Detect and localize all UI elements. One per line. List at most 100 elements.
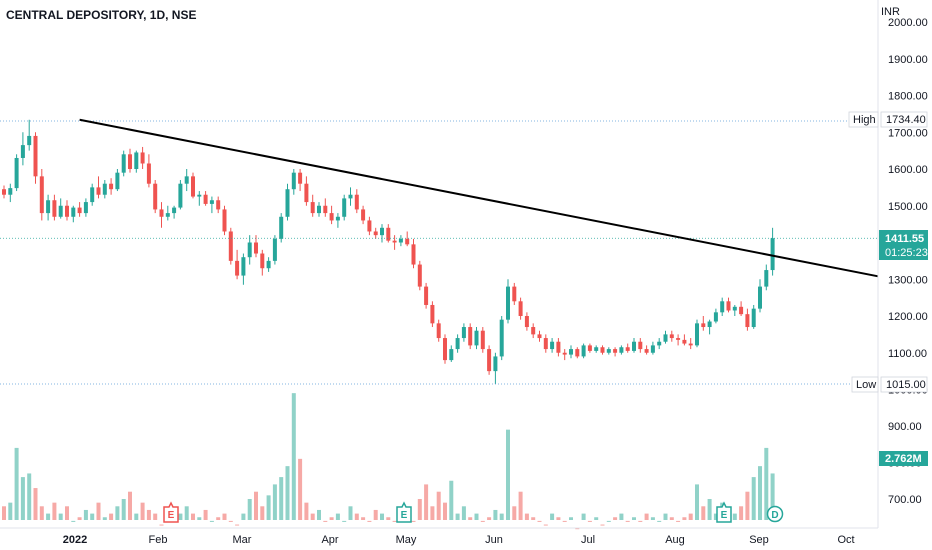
volume-bar — [197, 517, 202, 520]
low-value: 1015.00 — [886, 379, 926, 391]
price-tick-label: 2000.00 — [888, 17, 928, 29]
candle — [298, 169, 303, 192]
dividend-marker[interactable]: D — [766, 505, 784, 523]
volume-bar — [71, 520, 76, 522]
candle — [613, 347, 618, 357]
volume-bar — [764, 447, 769, 520]
volume-bar — [625, 520, 630, 522]
candle — [600, 345, 605, 355]
high-label: High — [853, 114, 876, 126]
trendline[interactable] — [79, 118, 879, 278]
candle-body — [701, 323, 706, 328]
volume-bar — [506, 429, 510, 520]
candle-body — [14, 157, 19, 189]
candle — [581, 343, 586, 359]
event-badge-label: E — [401, 510, 408, 521]
event-badge-shape — [766, 505, 784, 523]
candle — [493, 352, 498, 384]
volume-bar — [260, 506, 265, 520]
last-price-tag: 1411.55 01:25:23 — [879, 230, 928, 260]
candle — [209, 196, 214, 214]
candle-body — [569, 349, 573, 355]
earnings-marker[interactable]: E — [716, 501, 732, 523]
volume-bar — [2, 506, 6, 520]
candle — [745, 308, 750, 331]
candle — [732, 304, 737, 316]
volume-bar — [317, 509, 321, 520]
candle — [373, 227, 378, 239]
candle — [121, 150, 126, 177]
volume-bar — [386, 517, 391, 520]
candlesticks — [2, 119, 775, 384]
volume-bar — [417, 499, 422, 520]
candle-body — [279, 216, 284, 239]
candle-body — [562, 352, 567, 355]
candle-body — [197, 194, 202, 197]
time-tick-label: Sep — [749, 534, 769, 546]
candle-body — [285, 189, 290, 217]
candle — [380, 224, 384, 243]
chart-title: CENTRAL DEPOSITORY, 1D, NSE — [6, 8, 196, 22]
candle-body — [216, 200, 221, 210]
volume-bar — [455, 513, 460, 520]
candle-body — [600, 347, 605, 353]
candle — [203, 191, 208, 206]
volume-value-box — [879, 451, 928, 466]
candle-body — [172, 207, 177, 214]
time-axis[interactable]: 2022 Feb Mar Apr May Jun Jul Aug Sep Oct — [63, 534, 855, 546]
candle-body — [739, 306, 744, 315]
candle-body — [688, 343, 693, 346]
candle-body — [474, 330, 479, 346]
candle-body — [291, 172, 296, 190]
volume-bar — [758, 466, 762, 520]
volume-bar — [581, 513, 586, 520]
candle-body — [461, 327, 466, 339]
candle — [417, 260, 422, 291]
price-tick-label: 1900.00 — [888, 54, 928, 66]
candle — [713, 308, 718, 324]
candle — [266, 257, 271, 272]
candle — [449, 345, 454, 362]
price-tick-label: 1500.00 — [888, 201, 928, 213]
candle-body — [682, 339, 687, 344]
candle — [562, 349, 567, 361]
candle-body — [33, 135, 38, 177]
candle — [2, 185, 6, 199]
candle — [20, 132, 25, 166]
candle — [430, 301, 435, 328]
candle — [556, 338, 561, 357]
candle-body — [518, 301, 523, 316]
candle — [184, 169, 189, 192]
candle — [644, 345, 649, 355]
earnings-marker[interactable]: E — [163, 501, 179, 523]
candle-body — [751, 308, 756, 328]
volume-bar — [493, 509, 498, 520]
candle-body — [367, 220, 372, 232]
candle-body — [228, 231, 233, 261]
volume-bar — [707, 499, 712, 520]
candle — [688, 338, 693, 350]
volume-tick-label: 700.00 — [888, 494, 922, 506]
candle-body — [405, 238, 410, 245]
volume-bar — [14, 447, 19, 520]
volume-bar — [600, 524, 605, 526]
earnings-marker[interactable]: E — [396, 501, 412, 523]
volume-bar — [613, 517, 618, 520]
volume-bar — [52, 502, 57, 520]
candle-body — [524, 316, 529, 328]
candle — [367, 216, 372, 236]
candle — [115, 169, 120, 192]
candle-body — [304, 183, 309, 203]
candle — [83, 198, 88, 217]
candle-body — [109, 183, 114, 190]
candle — [512, 282, 517, 305]
candle-body — [235, 260, 240, 276]
candle — [594, 345, 599, 353]
candle-body — [480, 330, 485, 350]
event-badge-shape — [396, 501, 412, 523]
volume-bar — [241, 513, 246, 520]
volume-bar — [632, 517, 636, 520]
candle — [695, 319, 699, 348]
